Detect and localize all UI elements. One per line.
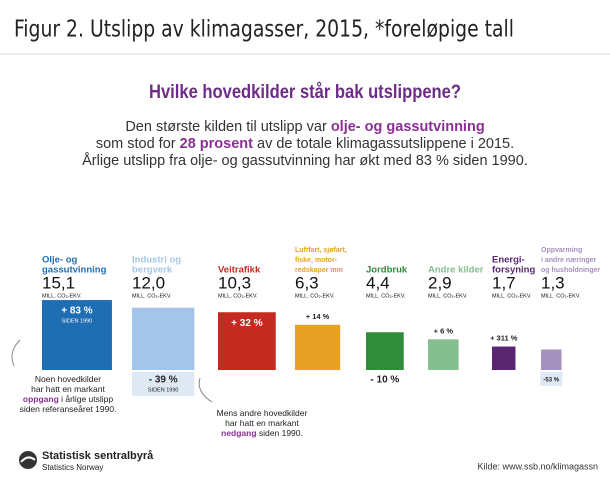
text-line: Mens andre hovedkilder: [217, 408, 308, 418]
source-name: forsyning: [492, 265, 535, 276]
source-name: redskaper mm: [295, 267, 343, 274]
logo-subtext: Statistics Norway: [42, 463, 103, 472]
text-segment: i årlige utslipp: [59, 394, 114, 404]
change-note: SIDEN 1990: [148, 387, 179, 393]
source-value: 1,7: [492, 273, 516, 292]
source-name: Oppvarming: [541, 247, 582, 254]
title: Figur 2. Utslipp av klimagasser, 2015, *…: [14, 17, 514, 43]
emission-square: [541, 349, 562, 370]
text-segment: siden referanseåret 1990.: [20, 404, 117, 414]
source-unit: MILL. CO₂-EKV.: [366, 293, 406, 299]
change-label: - 39 %: [149, 375, 178, 386]
text-segment: siden 1990.: [257, 428, 303, 438]
text-segment: har hatt en markant: [31, 384, 105, 394]
text-line: Noen hovedkilder: [35, 374, 101, 384]
text-line: siden referanseåret 1990.: [20, 404, 117, 414]
source-value: 12,0: [132, 273, 165, 292]
note-arrow: [198, 377, 213, 403]
source-name: Olje- og: [42, 255, 78, 266]
text-segment: Mens andre hovedkilder: [217, 408, 308, 418]
text-segment: av de totale klimagassutslippene i 2015.: [253, 136, 514, 152]
change-box: [540, 372, 563, 386]
source-value: 4,4: [366, 273, 390, 292]
source-name: Veitrafikk: [218, 265, 261, 276]
source-name: Industri og: [132, 255, 181, 266]
text-segment: Årlige utslipp fra olje- og gassutvinnin…: [82, 152, 528, 169]
change-box: [132, 372, 195, 396]
source-value: 15,1: [42, 273, 75, 292]
text-line: nedgang siden 1990.: [221, 428, 303, 438]
source-value: 10,3: [218, 273, 251, 292]
source-unit: MILL. CO₂-EKV.: [295, 293, 335, 299]
source-name: i andre næringer: [541, 257, 597, 264]
source-name: bergverk: [132, 265, 173, 276]
highlight: olje- og gassutvinning: [331, 119, 485, 135]
note-arrow: [11, 339, 21, 367]
text-segment: Noen hovedkilder: [35, 374, 101, 384]
emission-square: [132, 307, 195, 370]
heading: Hvilke hovedkilder står bak utslippene?: [149, 82, 461, 103]
change-note: SIDEN 1990: [62, 319, 93, 325]
change-label: + 32 %: [231, 318, 263, 329]
source-name: Luftfart, sjøfart,: [295, 247, 347, 254]
source-name: Jordbruk: [366, 265, 408, 276]
emission-square: [428, 339, 459, 370]
source: Kilde: www.ssb.no/klimagassn: [477, 461, 598, 471]
emission-square: [218, 312, 276, 370]
source-value: 6,3: [295, 273, 319, 292]
source-name: fiske, motor-: [295, 257, 338, 264]
text-line: Årlige utslipp fra olje- og gassutvinnin…: [82, 152, 528, 169]
source-unit: MILL. CO₂-EKV.: [218, 293, 258, 299]
change-label: + 83 %: [61, 306, 93, 317]
change-label: + 6 %: [434, 326, 454, 335]
text-line: har hatt en markant: [225, 418, 299, 428]
emission-square: [492, 346, 516, 370]
source-name: Andre kilder: [428, 265, 484, 276]
source-unit: MILL. CO₂-EKV.: [42, 293, 82, 299]
source-value: 1,3: [541, 273, 565, 292]
emission-square: [366, 332, 404, 370]
text-line: Den største kilden til utslipp var olje-…: [125, 119, 484, 135]
change-label: -53 %: [543, 378, 559, 384]
source-unit: MILL. CO₂-EKV.: [132, 293, 172, 299]
source-name: gassutvinning: [42, 265, 107, 276]
source-name: Energi-: [492, 255, 525, 266]
text-segment: som stod for: [96, 136, 180, 152]
change-label: + 14 %: [306, 312, 330, 321]
text-segment: Den største kilden til utslipp var: [125, 119, 331, 135]
text-line: har hatt en markant: [31, 384, 105, 394]
highlight: nedgang: [221, 428, 256, 438]
source-unit: MILL. CO₂-EKV.: [428, 293, 468, 299]
text-line: som stod for 28 prosent av de totale kli…: [96, 136, 514, 152]
logo-text: Statistisk sentralbyrå: [42, 450, 154, 462]
source-name: og husholdninger: [541, 267, 600, 274]
source-value: 2,9: [428, 273, 452, 292]
source-unit: MILL. CO₂-EKV.: [492, 293, 532, 299]
text-segment: har hatt en markant: [225, 418, 299, 428]
highlight: 28 prosent: [180, 136, 253, 152]
emission-square: [295, 324, 341, 370]
emission-square: [42, 300, 112, 370]
change-label: - 10 %: [370, 375, 399, 386]
logo-swoosh: [20, 456, 36, 463]
highlight: oppgang: [23, 394, 59, 404]
text-line: oppgang i årlige utslipp: [23, 394, 113, 404]
change-label: + 311 %: [490, 334, 518, 343]
source-unit: MILL. CO₂-EKV.: [541, 293, 581, 299]
logo-mark: [19, 451, 37, 469]
